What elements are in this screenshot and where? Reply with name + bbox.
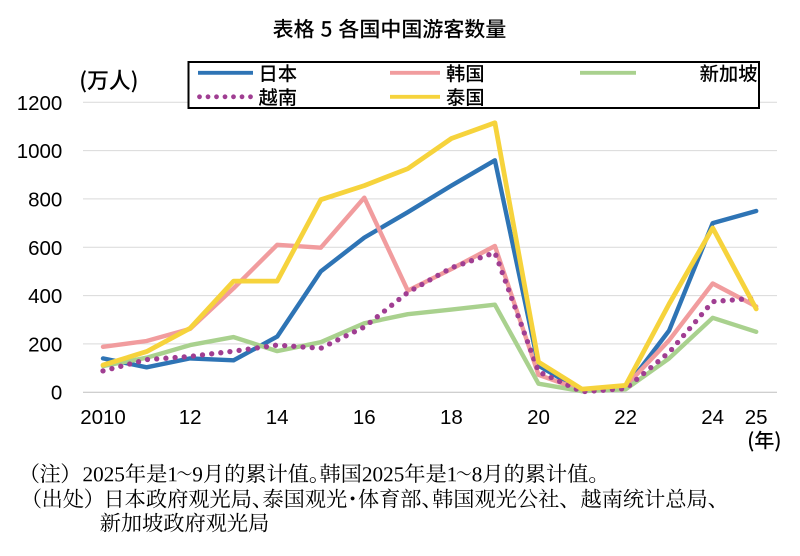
svg-text:1200: 1200	[17, 92, 63, 115]
svg-text:200: 200	[28, 333, 62, 356]
svg-text:12: 12	[179, 406, 202, 429]
svg-text:14: 14	[266, 406, 289, 429]
svg-text:1000: 1000	[17, 140, 63, 163]
svg-text:0: 0	[51, 382, 62, 405]
svg-text:18: 18	[440, 406, 463, 429]
svg-text:400: 400	[28, 285, 62, 308]
svg-text:22: 22	[614, 406, 637, 429]
svg-text:600: 600	[28, 237, 62, 260]
svg-text:2010: 2010	[80, 406, 126, 429]
svg-text:800: 800	[28, 188, 62, 211]
svg-text:16: 16	[353, 406, 376, 429]
svg-text:20: 20	[527, 406, 550, 429]
svg-text:25: 25	[745, 406, 768, 429]
svg-text:24: 24	[701, 406, 724, 429]
